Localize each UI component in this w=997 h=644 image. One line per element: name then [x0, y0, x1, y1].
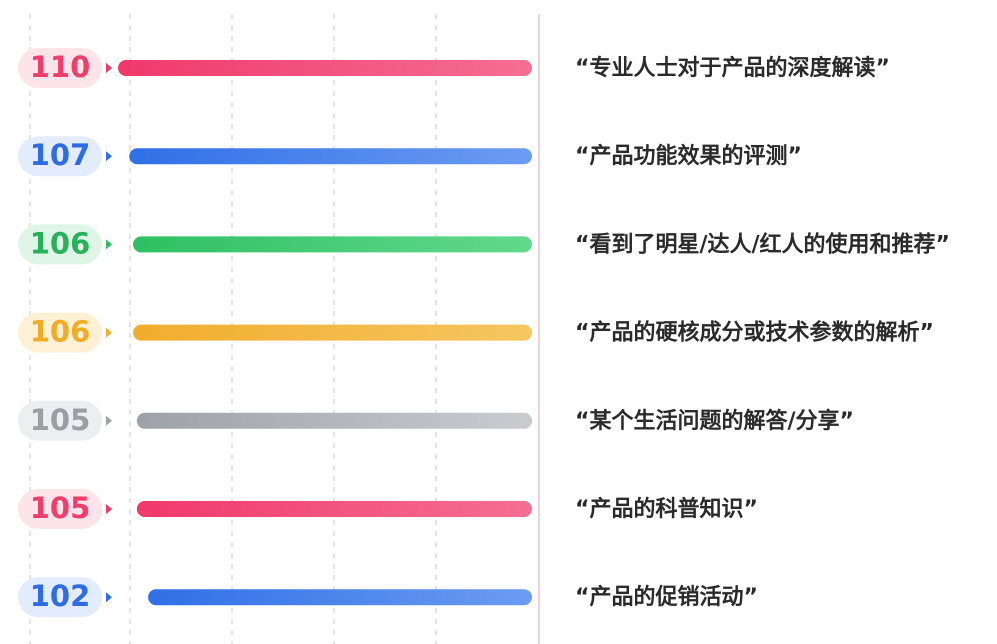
chart-row: 106 “看到了明星/达人/红人的使用和推荐” — [18, 224, 950, 265]
pointer-arrow — [106, 592, 112, 603]
chart-row: 105 “某个生活问题的解答/分享” — [18, 400, 854, 441]
category-label: “产品的科普知识” — [575, 496, 758, 522]
value-label: 102 — [30, 579, 91, 613]
bar — [148, 589, 533, 606]
value-badge — [18, 224, 102, 265]
value-label: 106 — [30, 226, 91, 260]
category-label: “产品的促销活动” — [575, 584, 758, 610]
value-label: 105 — [30, 403, 91, 437]
pointer-arrow — [106, 415, 112, 426]
bar — [136, 412, 532, 429]
chart-row: 107 “产品功能效果的评测” — [18, 136, 802, 177]
category-label: “产品功能效果的评测” — [575, 143, 802, 169]
value-badge — [18, 48, 102, 88]
category-label: “某个生活问题的解答/分享” — [575, 408, 854, 434]
pointer-arrow — [106, 151, 112, 162]
value-label: 107 — [30, 138, 91, 172]
pointer-arrow — [106, 239, 112, 250]
bar — [133, 236, 532, 253]
chart-row: 105 “产品的科普知识” — [18, 489, 758, 529]
bar — [133, 324, 532, 341]
value-badge — [18, 312, 102, 353]
bar — [129, 148, 533, 165]
pointer-arrow — [106, 504, 112, 514]
category-label: “专业人士对于产品的深度解读” — [575, 55, 890, 81]
value-badge — [18, 400, 102, 441]
bar — [118, 60, 532, 76]
chart-rows: 110 “专业人士对于产品的深度解读” 107 “产品功能效果的评测” 106 “看到了明… — [18, 48, 950, 618]
chart-row: 106 “产品的硬核成分或技术参数的解析” — [18, 312, 934, 353]
value-badge — [18, 577, 102, 618]
category-label: “产品的硬核成分或技术参数的解析” — [575, 320, 934, 346]
chart-row: 110 “专业人士对于产品的深度解读” — [18, 48, 890, 88]
chart-row: 102 “产品的促销活动” — [18, 577, 758, 618]
value-label: 110 — [30, 50, 91, 84]
value-badge — [18, 489, 102, 529]
value-label: 105 — [30, 491, 91, 525]
pointer-arrow — [106, 327, 112, 338]
pointer-arrow — [106, 63, 112, 73]
value-label: 106 — [30, 315, 91, 349]
value-badge — [18, 136, 102, 177]
category-label: “看到了明星/达人/红人的使用和推荐” — [575, 231, 950, 257]
bar — [136, 501, 532, 517]
